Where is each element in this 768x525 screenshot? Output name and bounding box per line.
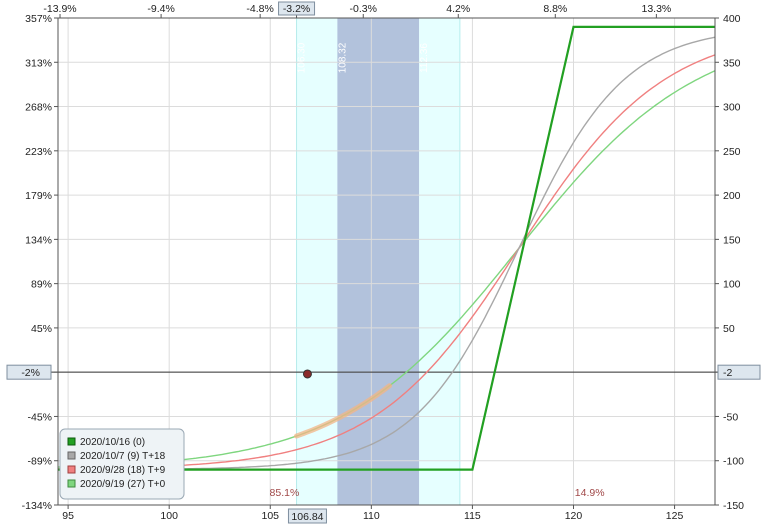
zero-label-left: -2% — [21, 367, 40, 379]
top-tick-box — [278, 1, 316, 16]
x-tick-label: 105 — [261, 510, 279, 522]
y-right-tick-label: -100 — [723, 456, 744, 468]
legend-box — [59, 428, 185, 500]
x-tick-label: 110 — [363, 510, 380, 522]
y-left-tick-label: -134% — [22, 500, 52, 512]
x-tick-label: 100 — [160, 510, 178, 522]
y-left-tick-label: 89% — [31, 279, 52, 291]
y-left-tick-label: 268% — [25, 102, 52, 114]
top-tick-label: -3.2% — [283, 3, 310, 15]
top-tick-label: -0.3% — [350, 3, 377, 15]
legend-swatch — [67, 451, 76, 460]
probability-label: 85.1% — [270, 487, 300, 499]
y-left-tick-label: 134% — [25, 234, 52, 246]
y-right-tick-label: 100 — [723, 279, 741, 291]
legend-label: 2020/9/28 (18) T+9 — [80, 465, 166, 476]
legend-label: 2020/10/16 (0) — [80, 437, 145, 448]
y-right-tick-label: -150 — [723, 500, 744, 512]
y-right-tick-label: 50 — [723, 323, 735, 335]
band-value-label: 106.30 — [297, 42, 308, 73]
x-tick-label: 115 — [464, 510, 481, 522]
probability-label: 14.9% — [575, 487, 605, 499]
y-left-tick-label: -45% — [27, 411, 52, 423]
legend[interactable]: 2020/10/16 (0) 2020/10/7 (9) T+18 2020/9… — [59, 428, 185, 500]
band-value-label: 112.36 — [419, 43, 430, 73]
grid-layer — [8, 17, 760, 506]
probability-band — [337, 18, 420, 505]
plot-frame — [57, 17, 716, 506]
top-tick-label: 4.2% — [446, 3, 470, 15]
legend-label: 2020/10/7 (9) T+18 — [80, 451, 166, 462]
band-value-label: 114.38 — [460, 43, 471, 73]
top-tick-label: -4.8% — [246, 3, 273, 15]
top-tick-label: 13.3% — [641, 3, 671, 15]
legend-item[interactable]: 2020/10/7 (9) T+18 — [67, 451, 166, 462]
y-right-tick-label: 400 — [723, 13, 741, 25]
y-right-tick-label: 300 — [723, 102, 741, 114]
legend-item[interactable]: 2020/9/28 (18) T+9 — [67, 465, 166, 476]
y-left-tick-label: 45% — [31, 323, 52, 335]
axes-layer — [54, 14, 719, 509]
x-tick-label: 125 — [666, 510, 684, 522]
y-left-tick-label: 223% — [25, 146, 52, 158]
legend-swatch — [67, 437, 76, 446]
zero-label-right: -2 — [723, 367, 732, 379]
highlight-segment — [294, 383, 392, 439]
top-tick-label: -9.4% — [147, 3, 174, 15]
band-value-label: 108.32 — [337, 42, 348, 73]
y-right-tick-label: -50 — [723, 411, 738, 423]
x-tick-label: 95 — [62, 510, 74, 522]
position-marker — [302, 369, 312, 379]
labels-layer: 95 100 105 110 115 120 125 -150 -100 -50 50 100 150 2… — [6, 1, 761, 524]
y-right-tick-label: 250 — [723, 146, 741, 158]
top-tick-label: 8.8% — [543, 3, 567, 15]
top-tick-label: -13.9% — [43, 3, 76, 15]
y-left-tick-label: -89% — [27, 456, 52, 468]
legend-item[interactable]: 2020/10/16 (0) — [67, 437, 145, 448]
x-tick-label: 120 — [565, 510, 583, 522]
legend-swatch — [67, 465, 76, 474]
y-right-tick-label: 200 — [723, 190, 741, 202]
y-left-tick-label: 179% — [25, 190, 52, 202]
y-right-tick-label: 350 — [723, 57, 741, 69]
legend-label: 2020/9/19 (27) T+0 — [80, 479, 166, 490]
current-price-label: 106.84 — [291, 511, 323, 523]
bands-layer — [296, 18, 461, 505]
zero-label-right-box — [717, 364, 761, 380]
legend-swatch — [67, 479, 76, 488]
zero-label-left-box — [6, 364, 52, 380]
y-left-tick-label: 357% — [25, 13, 52, 25]
y-right-tick-label: 150 — [723, 234, 741, 246]
y-left-tick-label: 313% — [25, 57, 52, 69]
current-price-box — [287, 508, 327, 524]
series-line — [58, 25, 715, 471]
legend-item[interactable]: 2020/9/19 (27) T+0 — [67, 479, 166, 490]
